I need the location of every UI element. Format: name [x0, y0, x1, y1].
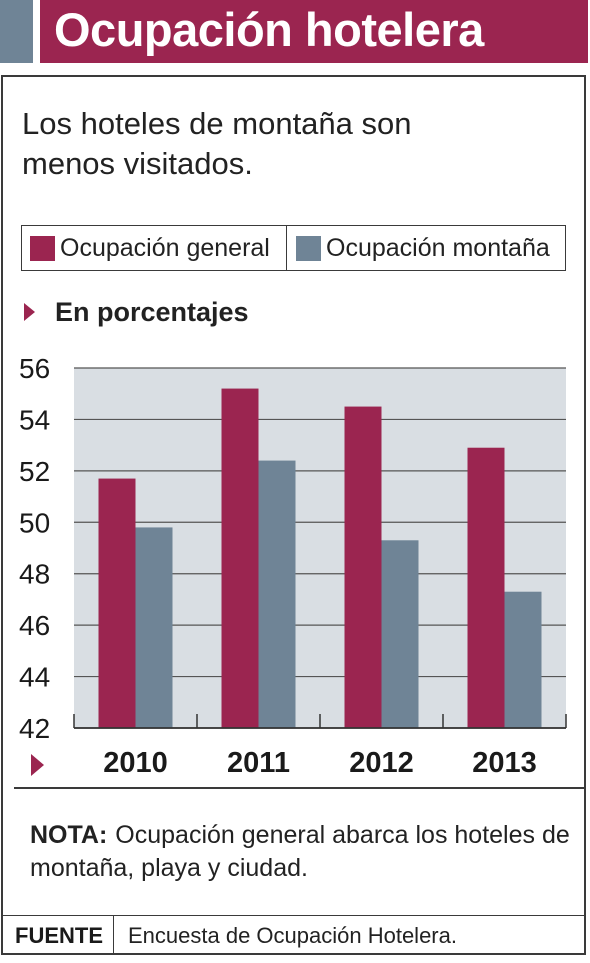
bar-general [467, 447, 505, 728]
legend-label-general: Ocupación general [60, 233, 270, 262]
header-side-tab [0, 0, 33, 63]
legend-item-general: Ocupación general [22, 226, 287, 270]
y-tick-label: 54 [19, 404, 50, 435]
y-tick-label: 56 [19, 353, 50, 384]
bar-general [221, 388, 259, 728]
bar-montana [381, 540, 419, 728]
legend-swatch-general [30, 235, 55, 261]
note-label: NOTA: [30, 821, 108, 849]
header-bar [40, 0, 588, 63]
triangle-icon [24, 303, 35, 321]
bar-montana [258, 460, 296, 728]
y-tick-label: 42 [19, 713, 50, 744]
note-text: Ocupación general abarca los hoteles de … [30, 821, 570, 882]
content-frame [1, 75, 586, 955]
legend-swatch-montana [296, 235, 321, 261]
divider [14, 787, 586, 789]
x-tick-label: 2011 [227, 747, 290, 779]
y-tick-label: 44 [19, 662, 50, 693]
y-tick-label: 46 [19, 610, 50, 641]
x-tick-label: 2010 [103, 747, 168, 779]
chart-legend: Ocupación general Ocupación montaña [21, 225, 566, 271]
y-tick-label: 48 [19, 559, 50, 590]
units-row: En porcentajes [24, 295, 249, 329]
y-tick-label: 50 [19, 507, 50, 538]
x-tick-label: 2013 [472, 747, 537, 779]
source-text: Encuesta de Ocupación Hotelera. [128, 922, 457, 948]
bar-general [98, 478, 136, 728]
chart-subtitle: Los hoteles de montaña son menos visitad… [22, 106, 412, 181]
source-label: FUENTE [1, 916, 114, 955]
units-label: En porcentajes [55, 296, 249, 327]
bar-general [344, 406, 382, 728]
y-tick-label: 52 [19, 456, 50, 487]
bar-montana [504, 591, 542, 728]
note: NOTA: Ocupación general abarca los hotele… [30, 819, 570, 885]
source-row: FUENTE Encuesta de Ocupación Hotelera. [1, 915, 586, 955]
bar-chart: 42 44 46 48 50 52 54 56 2010 2011 2012 2013 [19, 353, 567, 779]
triangle-icon [31, 754, 44, 776]
page-title: Ocupación hotelera [54, 3, 484, 56]
legend-item-montana: Ocupación montaña [287, 226, 550, 270]
bar-montana [135, 527, 173, 728]
x-tick-label: 2012 [349, 747, 414, 779]
legend-label-montana: Ocupación montaña [326, 233, 550, 262]
